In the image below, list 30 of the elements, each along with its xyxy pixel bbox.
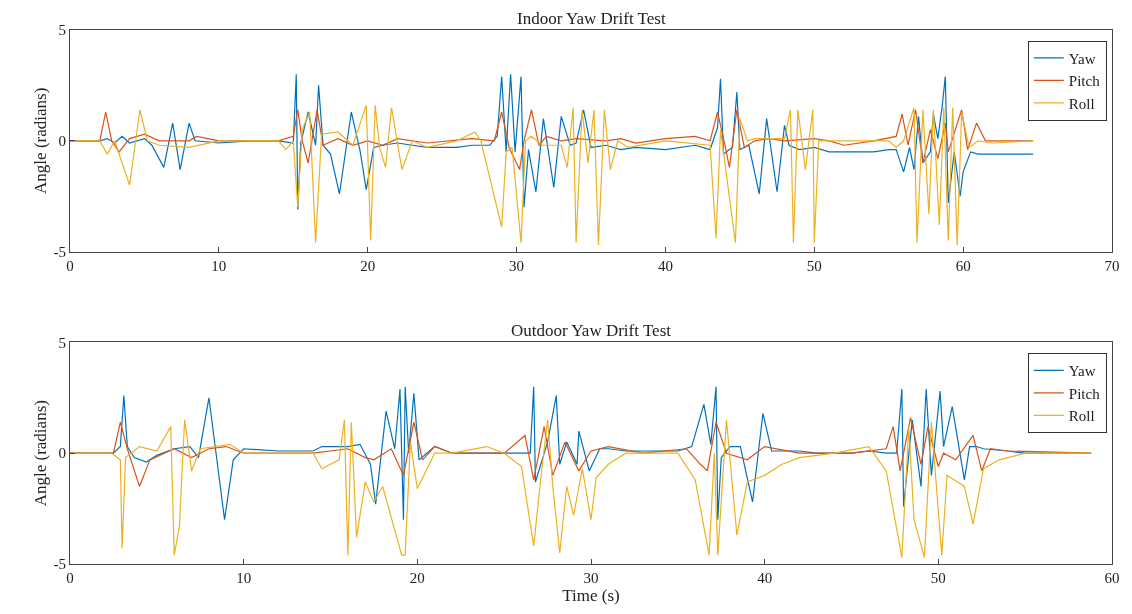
x-tick-label: 60 <box>1104 570 1120 586</box>
x-tick-label: 50 <box>806 257 822 274</box>
x-tick-label: 20 <box>360 257 376 274</box>
legend-label: Pitch <box>1068 73 1101 90</box>
x-tick-label: 40 <box>757 570 773 586</box>
chart-title: Indoor Yaw Drift Test <box>517 9 666 28</box>
legend-label: Pitch <box>1068 385 1101 402</box>
x-tick-label: 50 <box>930 570 946 586</box>
legend-label: Yaw <box>1068 50 1096 67</box>
x-tick-label: 40 <box>657 257 673 274</box>
x-tick-label: 10 <box>236 570 252 586</box>
legend-label: Roll <box>1068 408 1095 425</box>
y-tick-label: 5 <box>58 334 66 351</box>
legend-label: Yaw <box>1068 363 1096 380</box>
y-axis-title: Angle (radians) <box>31 87 51 194</box>
x-tick-label: 10 <box>211 257 227 274</box>
x-axis-title: Time (s) <box>562 586 620 606</box>
y-axis-title: Angle (radians) <box>31 400 51 507</box>
y-tick-label: -5 <box>53 243 66 260</box>
x-tick-label: 70 <box>1104 257 1120 274</box>
chart-title: Outdoor Yaw Drift Test <box>511 321 672 340</box>
y-tick-label: -5 <box>53 556 66 573</box>
y-tick-label: 0 <box>58 445 66 462</box>
x-tick-label: 60 <box>955 257 971 274</box>
x-tick-label: 20 <box>409 570 425 586</box>
x-tick-label: 30 <box>583 570 599 586</box>
y-tick-label: 0 <box>58 133 66 150</box>
y-tick-label: 5 <box>58 22 66 39</box>
legend-label: Roll <box>1068 95 1095 112</box>
x-tick-label: 30 <box>509 257 525 274</box>
